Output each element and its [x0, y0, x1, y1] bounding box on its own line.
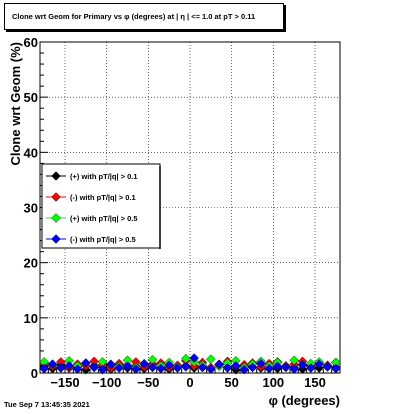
- x-tick-label: 50: [224, 375, 238, 390]
- data-point: [122, 361, 133, 372]
- x-tick-label: 0: [186, 375, 193, 390]
- x-tick-label: −50: [137, 375, 159, 390]
- data-point: [189, 353, 199, 363]
- legend-label: (-) with pT/|q| > 0.5: [70, 235, 136, 244]
- y-tick-label: 10: [24, 311, 38, 326]
- x-tick-label: −150: [50, 375, 79, 390]
- data-point: [206, 364, 216, 374]
- y-tick-label: 0: [31, 366, 38, 381]
- tick-labels: −150 −100 −50 0 50 100 150 0 10 20 30 40 50 60: [24, 35, 326, 390]
- y-tick-label: 30: [24, 201, 38, 216]
- y-tick-label: 40: [24, 145, 38, 160]
- legend-marker: [51, 192, 61, 202]
- x-tick-label: 100: [262, 375, 284, 390]
- data-point: [314, 359, 324, 369]
- data-point: [114, 363, 124, 373]
- x-tick-label: 150: [304, 375, 326, 390]
- legend-label: (+) with pT/|q| > 0.5: [70, 214, 138, 223]
- data-point: [331, 363, 341, 374]
- data-point: [322, 362, 333, 372]
- data-point: [297, 360, 308, 371]
- data-point: [156, 363, 166, 374]
- legend-label: (-) with pT/|q| > 0.1: [70, 193, 136, 202]
- data-point: [89, 362, 99, 373]
- data-point: [164, 360, 174, 371]
- data-point: [239, 364, 249, 375]
- title-box: Clone wrt Geom for Primary vs φ (degrees…: [4, 3, 284, 30]
- data-point: [172, 363, 183, 373]
- data-point: [147, 362, 158, 373]
- data-point: [272, 361, 283, 372]
- data-point: [181, 362, 191, 372]
- data-points: [39, 353, 341, 375]
- data-point: [206, 354, 216, 364]
- chart-title: Clone wrt Geom for Primary vs φ (degrees…: [12, 12, 256, 21]
- data-point: [106, 359, 116, 370]
- data-point: [306, 363, 316, 373]
- data-point: [197, 362, 208, 373]
- data-point: [131, 364, 141, 374]
- data-point: [56, 363, 66, 373]
- legend-label: (+) with pT/|q| > 0.1: [70, 172, 138, 181]
- data-point: [264, 363, 274, 374]
- legend-marker: [51, 171, 61, 181]
- x-axis-title: φ (degrees): [269, 393, 340, 408]
- y-tick-label: 50: [24, 90, 38, 105]
- data-point: [281, 362, 291, 373]
- data-point: [214, 359, 224, 370]
- series-4: [39, 353, 341, 375]
- footer-timestamp: Tue Sep 7 13:45:35 2021: [4, 400, 90, 409]
- legend: (+) with pT/|q| > 0.1 (-) with pT/|q| > 0…: [41, 163, 161, 249]
- data-point: [139, 359, 149, 369]
- legend-marker: [51, 234, 61, 244]
- data-point: [39, 363, 49, 374]
- y-tick-label: 60: [24, 35, 38, 50]
- y-axis-title: Clone wrt Geom (%): [8, 42, 23, 166]
- x-tick-label: −100: [92, 375, 121, 390]
- data-point: [222, 363, 233, 373]
- legend-marker: [51, 213, 61, 223]
- data-point: [64, 361, 74, 371]
- data-point: [81, 358, 91, 368]
- data-point: [72, 364, 83, 374]
- y-tick-label: 20: [24, 256, 38, 271]
- data-point: [289, 364, 299, 374]
- data-point: [47, 359, 58, 369]
- data-point: [231, 361, 241, 371]
- data-point: [256, 358, 266, 369]
- legend-box: [41, 163, 161, 249]
- data-point: [97, 364, 108, 375]
- data-point: [247, 362, 258, 373]
